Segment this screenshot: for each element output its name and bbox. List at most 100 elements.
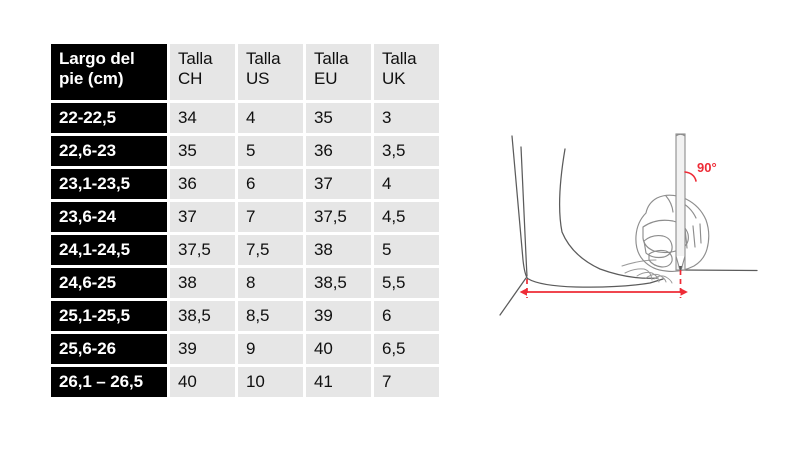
table-row: 24,6-25 38 8 38,5 5,5	[51, 268, 439, 298]
cell-talla-ch: 35	[170, 136, 235, 166]
table-row: 23,6-24 37 7 37,5 4,5	[51, 202, 439, 232]
header-cell-talla-us: Talla US	[238, 44, 303, 100]
value-talla-eu: 38	[306, 235, 371, 265]
header-cell-talla-uk: Talla UK	[374, 44, 439, 100]
cell-talla-ch: 36	[170, 169, 235, 199]
cell-talla-eu: 37	[306, 169, 371, 199]
angle-arc	[684, 171, 697, 182]
value-talla-ch: 39	[170, 334, 235, 364]
floor-line	[680, 269, 758, 272]
value-talla-eu: 38,5	[306, 268, 371, 298]
value-talla-ch: 37,5	[170, 235, 235, 265]
cell-foot-length: 23,6-24	[51, 202, 167, 232]
cell-talla-uk: 3	[374, 103, 439, 133]
table-row: 24,1-24,5 37,5 7,5 38 5	[51, 235, 439, 265]
value-foot-length: 22-22,5	[51, 103, 167, 133]
baseline-slant	[499, 277, 527, 316]
table-row: 22,6-23 35 5 36 3,5	[51, 136, 439, 166]
cell-talla-eu: 37,5	[306, 202, 371, 232]
header-label-talla-ch: Talla CH	[170, 44, 235, 100]
value-talla-uk: 4	[374, 169, 439, 199]
value-talla-uk: 5	[374, 235, 439, 265]
value-foot-length: 25,6-26	[51, 334, 167, 364]
cell-talla-eu: 36	[306, 136, 371, 166]
cell-talla-eu: 35	[306, 103, 371, 133]
value-talla-us: 4	[238, 103, 303, 133]
table-row: 22-22,5 34 4 35 3	[51, 103, 439, 133]
cell-talla-ch: 39	[170, 334, 235, 364]
value-talla-eu: 37,5	[306, 202, 371, 232]
value-talla-eu: 36	[306, 136, 371, 166]
cell-foot-length: 22,6-23	[51, 136, 167, 166]
cell-talla-ch: 40	[170, 367, 235, 397]
value-talla-ch: 38	[170, 268, 235, 298]
value-talla-eu: 35	[306, 103, 371, 133]
value-talla-us: 8	[238, 268, 303, 298]
value-talla-ch: 35	[170, 136, 235, 166]
cell-talla-ch: 38,5	[170, 301, 235, 331]
cell-talla-eu: 38	[306, 235, 371, 265]
table-header-row: Largo del pie (cm) Talla CH Talla US Tal…	[51, 44, 439, 100]
foot-top-line	[558, 148, 659, 279]
cell-talla-us: 7,5	[238, 235, 303, 265]
cell-talla-uk: 3,5	[374, 136, 439, 166]
cell-foot-length: 26,1 – 26,5	[51, 367, 167, 397]
cell-talla-us: 5	[238, 136, 303, 166]
value-talla-uk: 3,5	[374, 136, 439, 166]
value-foot-length: 24,6-25	[51, 268, 167, 298]
cell-talla-uk: 4	[374, 169, 439, 199]
cell-talla-uk: 5	[374, 235, 439, 265]
cell-talla-uk: 7	[374, 367, 439, 397]
pencil-group	[675, 133, 686, 273]
value-talla-uk: 6,5	[374, 334, 439, 364]
value-talla-eu: 41	[306, 367, 371, 397]
value-talla-us: 10	[238, 367, 303, 397]
value-talla-uk: 4,5	[374, 202, 439, 232]
pencil-lead	[679, 266, 682, 272]
header-label-talla-eu: Talla EU	[306, 44, 371, 100]
value-talla-us: 5	[238, 136, 303, 166]
value-talla-ch: 40	[170, 367, 235, 397]
cell-talla-eu: 39	[306, 301, 371, 331]
heel-back-line	[511, 135, 529, 280]
value-talla-eu: 39	[306, 301, 371, 331]
value-talla-uk: 5,5	[374, 268, 439, 298]
value-talla-us: 8,5	[238, 301, 303, 331]
cell-talla-ch: 34	[170, 103, 235, 133]
header-cell-talla-ch: Talla CH	[170, 44, 235, 100]
foot-measurement-svg: 90°	[499, 133, 758, 316]
value-talla-eu: 37	[306, 169, 371, 199]
cell-foot-length: 24,1-24,5	[51, 235, 167, 265]
value-talla-ch: 38,5	[170, 301, 235, 331]
measurement-annotation	[519, 270, 688, 298]
shoe-size-table: Largo del pie (cm) Talla CH Talla US Tal…	[48, 41, 442, 400]
value-foot-length: 25,1-25,5	[51, 301, 167, 331]
value-talla-us: 7	[238, 202, 303, 232]
value-talla-ch: 37	[170, 202, 235, 232]
angle-annotation: 90°	[684, 160, 717, 182]
header-label-talla-uk: Talla UK	[374, 44, 439, 100]
value-talla-uk: 7	[374, 367, 439, 397]
cell-talla-ch: 37	[170, 202, 235, 232]
cell-foot-length: 25,6-26	[51, 334, 167, 364]
cell-talla-uk: 5,5	[374, 268, 439, 298]
cell-talla-us: 4	[238, 103, 303, 133]
value-foot-length: 22,6-23	[51, 136, 167, 166]
header-cell-foot-length: Largo del pie (cm)	[51, 44, 167, 100]
cell-talla-ch: 37,5	[170, 235, 235, 265]
cell-talla-ch: 38	[170, 268, 235, 298]
value-talla-uk: 6	[374, 301, 439, 331]
value-talla-us: 7,5	[238, 235, 303, 265]
value-foot-length: 26,1 – 26,5	[51, 367, 167, 397]
cell-talla-us: 7	[238, 202, 303, 232]
cell-talla-us: 8	[238, 268, 303, 298]
foot-sole-line	[526, 277, 664, 288]
value-talla-ch: 36	[170, 169, 235, 199]
value-talla-eu: 40	[306, 334, 371, 364]
table-row: 25,6-26 39 9 40 6,5	[51, 334, 439, 364]
value-talla-ch: 34	[170, 103, 235, 133]
cell-foot-length: 25,1-25,5	[51, 301, 167, 331]
header-cell-talla-eu: Talla EU	[306, 44, 371, 100]
foot-measurement-illustration: 90°	[480, 110, 780, 330]
cell-talla-uk: 6,5	[374, 334, 439, 364]
